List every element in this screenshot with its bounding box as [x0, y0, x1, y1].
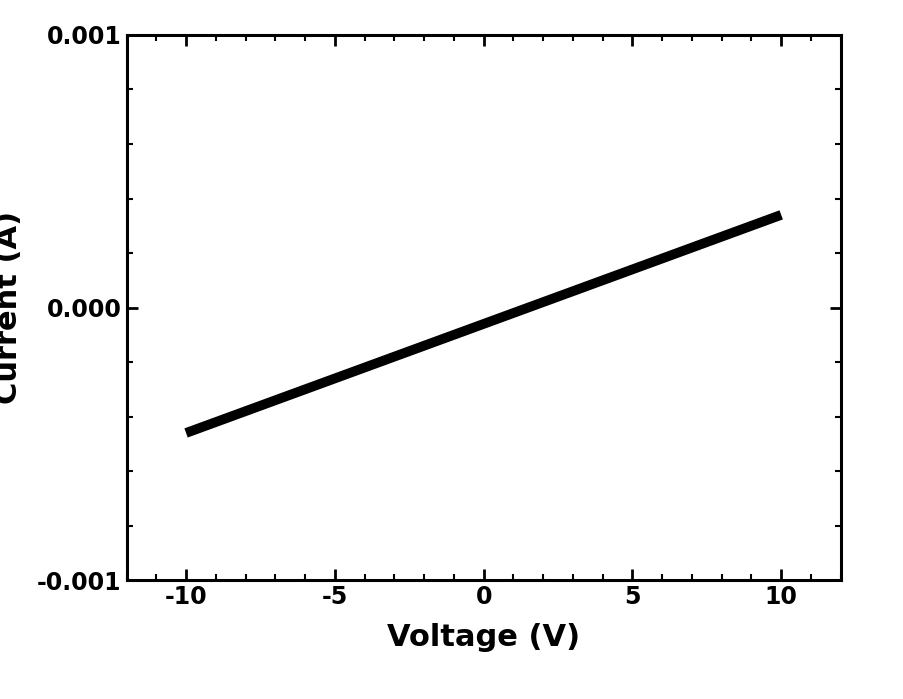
Y-axis label: Current (A): Current (A) [0, 211, 23, 404]
X-axis label: Voltage (V): Voltage (V) [386, 623, 580, 652]
